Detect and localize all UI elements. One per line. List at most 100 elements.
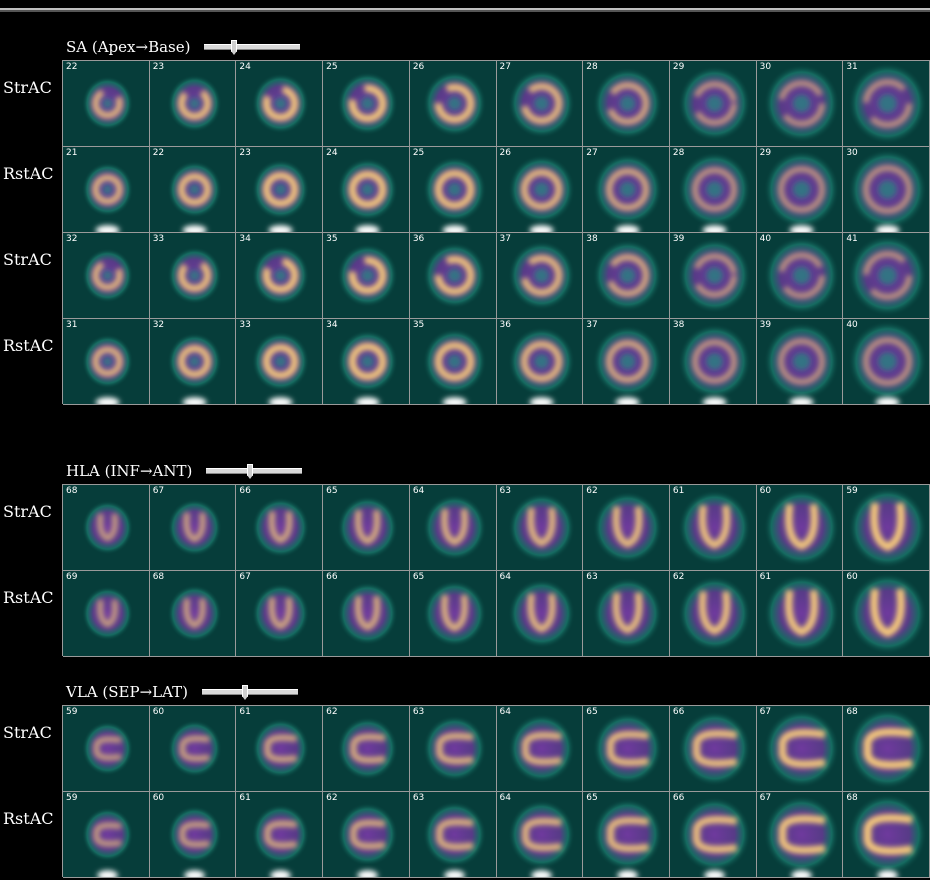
- slice-image[interactable]: 23: [236, 147, 324, 233]
- slice-number: 69: [66, 572, 78, 582]
- slice-image[interactable]: 41: [843, 233, 930, 319]
- slice-number: 24: [239, 62, 251, 72]
- slice-image[interactable]: 21: [63, 147, 150, 233]
- slice-image[interactable]: 69: [63, 571, 150, 657]
- slice-image[interactable]: 64: [409, 485, 497, 571]
- slice-image[interactable]: 61: [756, 571, 844, 657]
- slice-image[interactable]: 36: [409, 233, 497, 319]
- slice-image[interactable]: 64: [496, 571, 584, 657]
- slice-image[interactable]: 40: [756, 233, 844, 319]
- slice-image[interactable]: 62: [669, 571, 757, 657]
- slice-image[interactable]: 60: [149, 792, 237, 878]
- slider-thumb[interactable]: [231, 40, 238, 55]
- slice-image[interactable]: 63: [409, 706, 497, 792]
- slice-image[interactable]: 31: [63, 319, 150, 405]
- slice-image[interactable]: 29: [669, 61, 757, 147]
- slice-image[interactable]: 33: [149, 233, 237, 319]
- slice-image[interactable]: 22: [63, 61, 150, 147]
- slice-image[interactable]: 25: [409, 147, 497, 233]
- slice-image[interactable]: 59: [63, 706, 150, 792]
- slice-image[interactable]: 39: [669, 233, 757, 319]
- perfusion-image: [848, 793, 928, 877]
- slice-number: 29: [759, 148, 772, 158]
- slice-image[interactable]: 37: [496, 233, 584, 319]
- slice-image[interactable]: 34: [236, 233, 324, 319]
- slice-image[interactable]: 66: [669, 706, 757, 792]
- slice-image[interactable]: 27: [583, 147, 670, 233]
- slice-image[interactable]: 30: [843, 147, 930, 233]
- slice-image[interactable]: 24: [236, 61, 324, 147]
- perfusion-image: [848, 572, 928, 655]
- slice-image[interactable]: 59: [843, 485, 930, 571]
- slice-image[interactable]: 65: [409, 571, 497, 657]
- slice-image[interactable]: 26: [496, 147, 584, 233]
- slice-image[interactable]: 60: [843, 571, 930, 657]
- slice-image[interactable]: 65: [323, 485, 410, 571]
- slice-image[interactable]: 64: [496, 706, 584, 792]
- slice-image[interactable]: 61: [669, 485, 757, 571]
- slice-image[interactable]: 24: [323, 147, 410, 233]
- slider-track[interactable]: [206, 468, 303, 474]
- slice-image[interactable]: 29: [756, 147, 844, 233]
- slice-image[interactable]: 38: [583, 233, 670, 319]
- slider-thumb[interactable]: [242, 685, 249, 700]
- slider-track[interactable]: [201, 689, 298, 695]
- slice-image[interactable]: 35: [409, 319, 497, 405]
- slice-slider-sa[interactable]: [204, 40, 301, 55]
- slice-image[interactable]: 32: [63, 233, 150, 319]
- slice-image[interactable]: 67: [756, 792, 844, 878]
- perfusion-image: [848, 148, 928, 232]
- slice-image[interactable]: 62: [323, 792, 410, 878]
- slice-image[interactable]: 67: [236, 571, 324, 657]
- slice-image[interactable]: 60: [756, 485, 844, 571]
- slice-image[interactable]: 32: [149, 319, 237, 405]
- perfusion-image: [81, 76, 134, 131]
- slice-image[interactable]: 65: [583, 792, 670, 878]
- slice-image[interactable]: 67: [149, 485, 237, 571]
- slice-image[interactable]: 68: [149, 571, 237, 657]
- slice-image[interactable]: 63: [496, 485, 584, 571]
- slice-image[interactable]: 62: [323, 706, 410, 792]
- slice-image[interactable]: 63: [583, 571, 670, 657]
- slice-image[interactable]: 63: [409, 792, 497, 878]
- slice-image[interactable]: 33: [236, 319, 324, 405]
- perfusion-image: [337, 716, 398, 781]
- slice-image[interactable]: 62: [583, 485, 670, 571]
- slice-image[interactable]: 34: [323, 319, 410, 405]
- slice-image[interactable]: 36: [496, 319, 584, 405]
- slice-image[interactable]: 67: [756, 706, 844, 792]
- slice-image[interactable]: 59: [63, 792, 150, 878]
- slice-image[interactable]: 28: [583, 61, 670, 147]
- slice-image[interactable]: 26: [409, 61, 497, 147]
- slice-image[interactable]: 35: [323, 233, 410, 319]
- slice-image[interactable]: 37: [583, 319, 670, 405]
- perfusion-image: [81, 162, 134, 232]
- slice-image[interactable]: 60: [149, 706, 237, 792]
- slice-image[interactable]: 68: [63, 485, 150, 571]
- slice-image[interactable]: 23: [149, 61, 237, 147]
- slice-image[interactable]: 68: [843, 792, 930, 878]
- slice-image[interactable]: 66: [236, 485, 324, 571]
- slice-image[interactable]: 25: [323, 61, 410, 147]
- slice-image[interactable]: 66: [669, 792, 757, 878]
- slice-image[interactable]: 22: [149, 147, 237, 233]
- slice-image[interactable]: 39: [756, 319, 844, 405]
- slice-image[interactable]: 64: [496, 792, 584, 878]
- slice-image[interactable]: 66: [323, 571, 410, 657]
- slice-image[interactable]: 38: [669, 319, 757, 405]
- slice-image[interactable]: 27: [496, 61, 584, 147]
- slider-thumb[interactable]: [246, 464, 253, 479]
- slice-slider-vla[interactable]: [201, 685, 298, 700]
- slice-image[interactable]: 30: [756, 61, 844, 147]
- slice-image[interactable]: 61: [236, 706, 324, 792]
- slice-image[interactable]: 68: [843, 706, 930, 792]
- perfusion-image: [422, 70, 487, 137]
- slice-image[interactable]: 61: [236, 792, 324, 878]
- slice-image[interactable]: 40: [843, 319, 930, 405]
- slice-image[interactable]: 28: [669, 147, 757, 233]
- slice-image[interactable]: 65: [583, 706, 670, 792]
- slider-track[interactable]: [204, 44, 301, 50]
- image-row: StrAC 22 23 24 25 26 27 28 29 30 31: [0, 60, 930, 147]
- slice-image[interactable]: 31: [843, 61, 930, 147]
- slice-slider-hla[interactable]: [206, 464, 303, 479]
